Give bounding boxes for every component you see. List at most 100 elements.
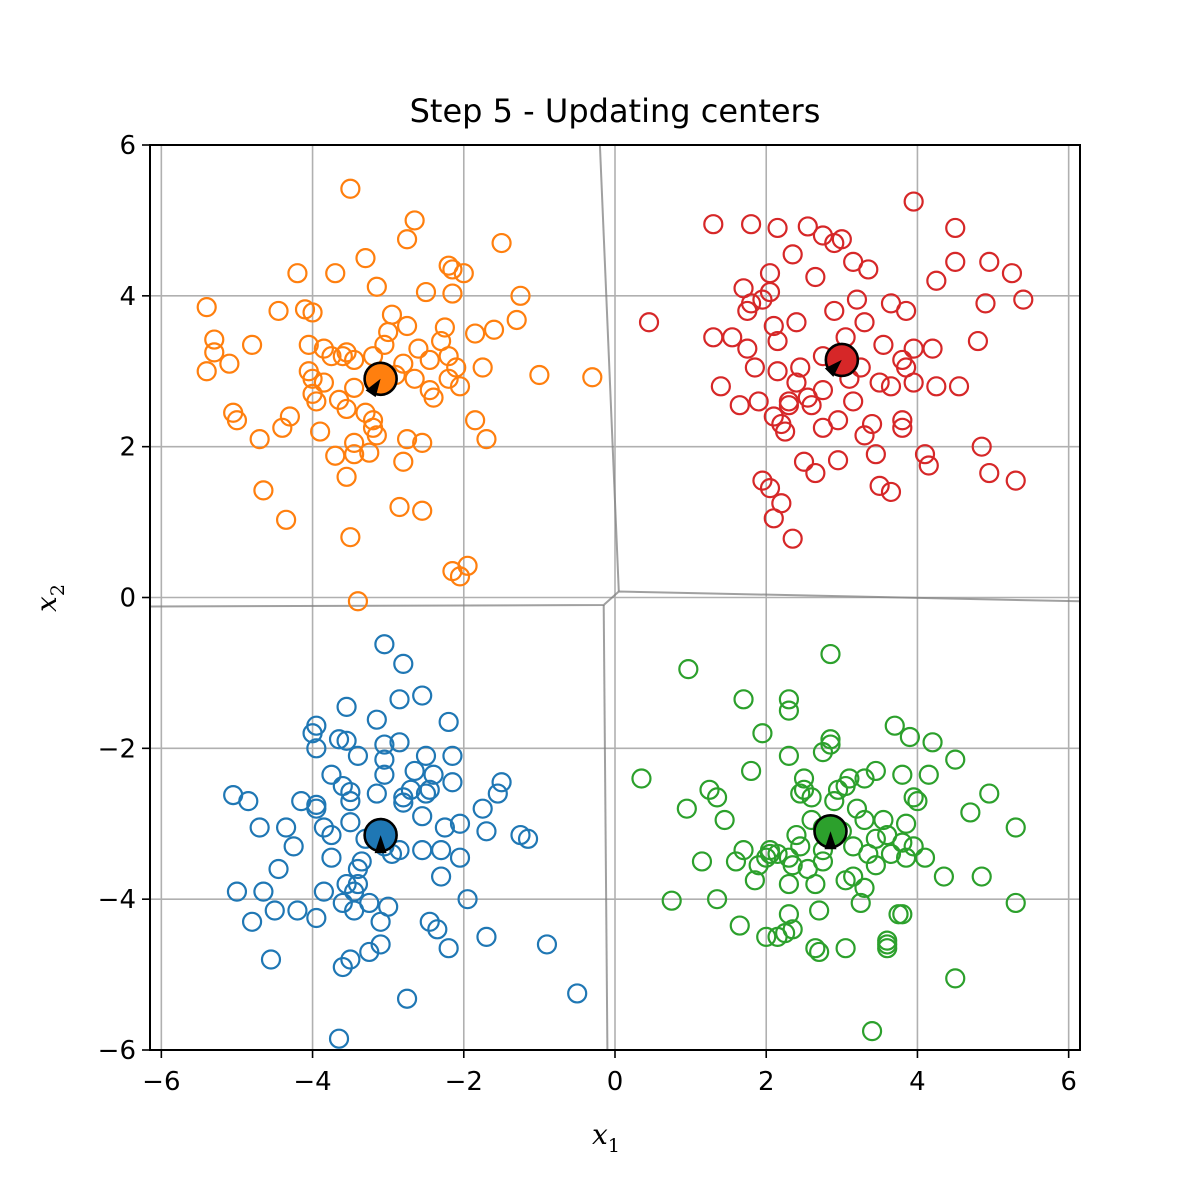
data-point [843,391,864,412]
data-point [396,315,418,337]
data-point [945,217,966,239]
data-point [678,659,699,680]
data-point [752,723,773,744]
data-point [359,442,380,463]
data-point [801,395,822,416]
data-point [812,742,834,763]
data-point [843,866,864,887]
data-point [332,892,353,914]
data-point [714,809,735,831]
cluster-orange [196,178,603,612]
data-point [332,956,353,978]
data-point [725,851,747,872]
data-point [302,302,323,323]
data-point [737,338,758,359]
data-point [801,787,822,808]
data-point [389,689,410,710]
data-point [778,700,800,721]
data-point [374,749,395,770]
data-point [204,342,225,363]
data-point [325,445,346,466]
data-point [344,432,365,453]
data-point [892,410,913,431]
data-point [729,915,750,936]
data-point [321,764,342,785]
data-point [903,787,924,808]
data-point [884,715,905,736]
data-point [638,312,660,333]
data-point [752,470,773,491]
data-point [1005,892,1026,914]
data-point [430,866,452,887]
data-point [264,900,285,921]
data-point [775,421,796,442]
data-point [412,685,433,706]
data-point [676,798,697,819]
data-point [706,787,728,808]
data-point [809,900,830,921]
data-point [843,836,864,857]
data-point [699,779,720,800]
data-point [752,289,773,310]
data-point [340,781,361,803]
data-point [892,764,913,785]
data-point [703,214,724,235]
data-point [778,395,800,416]
data-point [389,496,410,518]
data-point [926,376,947,397]
y-axis-label: x2 [30,584,69,612]
data-point [442,772,463,793]
data-point [344,444,365,465]
data-point [347,745,369,766]
data-point [1005,470,1026,491]
data-point [756,926,777,947]
data-point [869,475,890,496]
data-point [778,689,800,710]
data-point [442,283,463,304]
data-point [782,855,803,876]
data-point [283,836,304,857]
y-tick-label: 2 [119,433,136,463]
data-point [404,368,425,389]
data-point [310,421,331,442]
data-point [812,225,834,246]
data-point [880,376,902,397]
data-point [926,270,947,291]
center-move-arrow [824,831,837,850]
data-point [971,436,992,457]
data-point [850,892,871,914]
data-point [892,417,913,438]
data-point [340,791,361,812]
data-point [979,462,1000,484]
data-point [332,346,353,367]
data-point [438,346,459,367]
data-point [824,791,845,812]
data-point [434,817,455,838]
data-point [393,787,414,808]
data-point [805,938,826,959]
x-tick-label: 2 [758,1067,775,1097]
data-point [393,653,414,674]
data-point [948,376,970,397]
data-point [767,330,788,352]
data-point [880,843,902,865]
data-point [472,798,493,819]
data-point [703,327,724,348]
data-point [347,591,369,612]
data-point [865,444,886,465]
data-point [434,317,455,338]
data-point [302,368,323,389]
data-point [790,783,811,804]
data-point [506,309,527,331]
data-point [241,911,263,932]
data-point [374,764,395,785]
data-point [824,232,845,254]
data-point [805,462,826,484]
data-point [306,738,327,759]
data-point [423,764,444,785]
data-point [336,730,357,751]
data-point [922,338,943,359]
data-point [797,216,818,237]
data-point [895,300,917,322]
